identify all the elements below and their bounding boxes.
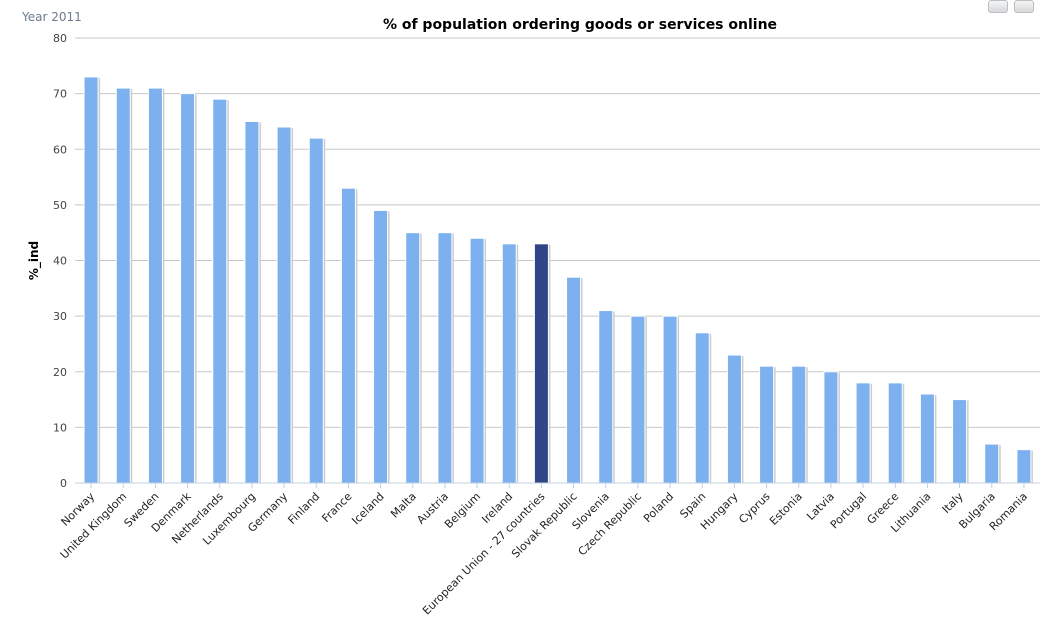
bar [662,315,678,484]
x-tick-label: France [319,490,354,525]
bar [984,443,1000,484]
y-tick-label: 30 [53,310,67,323]
chart-subtitle: Year 2011 [22,10,82,24]
bar [147,87,163,484]
x-tick-label: Belgium [442,490,483,531]
y-tick-label: 10 [53,421,67,434]
x-tick-label: Estonia [767,490,805,528]
bar [630,315,646,484]
bar [887,382,903,484]
bar [115,87,131,484]
bar [726,354,742,484]
y-tick-label: 60 [53,143,67,156]
chart-title: % of population ordering goods or servic… [382,17,778,33]
bar [340,187,356,484]
y-tick-label: 80 [53,32,67,45]
bar [566,276,582,484]
printer-icon[interactable] [988,0,1008,13]
bar [83,76,99,484]
bar [276,126,292,484]
bar [823,371,839,484]
bar [212,98,228,484]
x-tick-label: Cyprus [736,490,773,527]
bar [952,399,968,484]
bar [855,382,871,484]
x-tick-label: Finland [285,490,322,527]
y-tick-label: 40 [53,255,67,268]
bar [533,243,549,484]
download-icon[interactable] [1014,0,1034,13]
y-tick-label: 0 [60,477,67,490]
bar [244,120,260,484]
bar [373,209,389,484]
bar [308,137,324,484]
x-tick-label: Iceland [349,490,386,527]
bar [469,237,485,484]
bar [919,393,935,484]
bar [791,365,807,484]
bar [180,93,196,484]
x-tick-label: Italy [940,490,966,516]
bar [598,310,614,484]
y-axis-label: %_ind [27,241,42,280]
x-tick-label: Malta [388,490,419,521]
bar [501,243,517,484]
x-tick-label: Poland [641,490,676,525]
y-tick-label: 70 [53,88,67,101]
bar [405,232,421,484]
y-tick-label: 20 [53,366,67,379]
bar [1016,449,1032,484]
bar [437,232,453,484]
y-tick-label: 50 [53,199,67,212]
bar [694,332,710,484]
bar [759,365,775,484]
